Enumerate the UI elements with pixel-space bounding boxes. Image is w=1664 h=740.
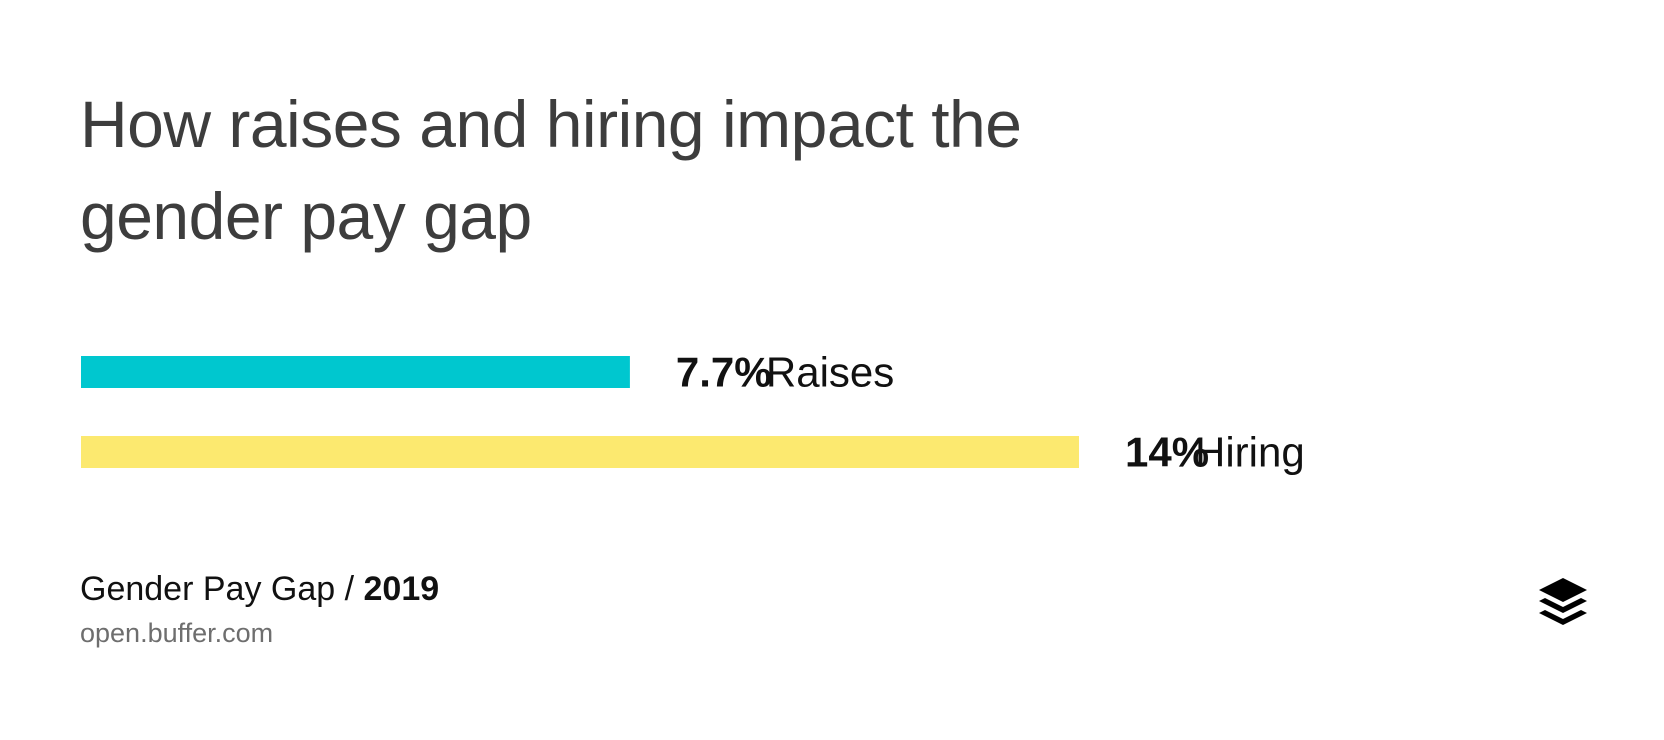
footer-url: open.buffer.com	[80, 618, 274, 648]
bar-raises	[81, 356, 630, 388]
buffer-stack-icon	[1539, 578, 1587, 625]
category-label-raises: Raises	[766, 349, 894, 396]
chart-title: How raises and hiring impact the gender …	[80, 87, 1022, 253]
footer-year: 2019	[363, 570, 440, 608]
footer-title: Gender Pay Gap / 2019	[80, 570, 439, 609]
footer-title-prefix: Gender Pay Gap /	[80, 570, 364, 608]
bar-hiring	[81, 436, 1079, 468]
value-label-hiring: 14%	[1125, 429, 1209, 476]
value-label-raises: 7.7%	[676, 349, 772, 396]
category-label-hiring: Hiring	[1195, 429, 1305, 476]
